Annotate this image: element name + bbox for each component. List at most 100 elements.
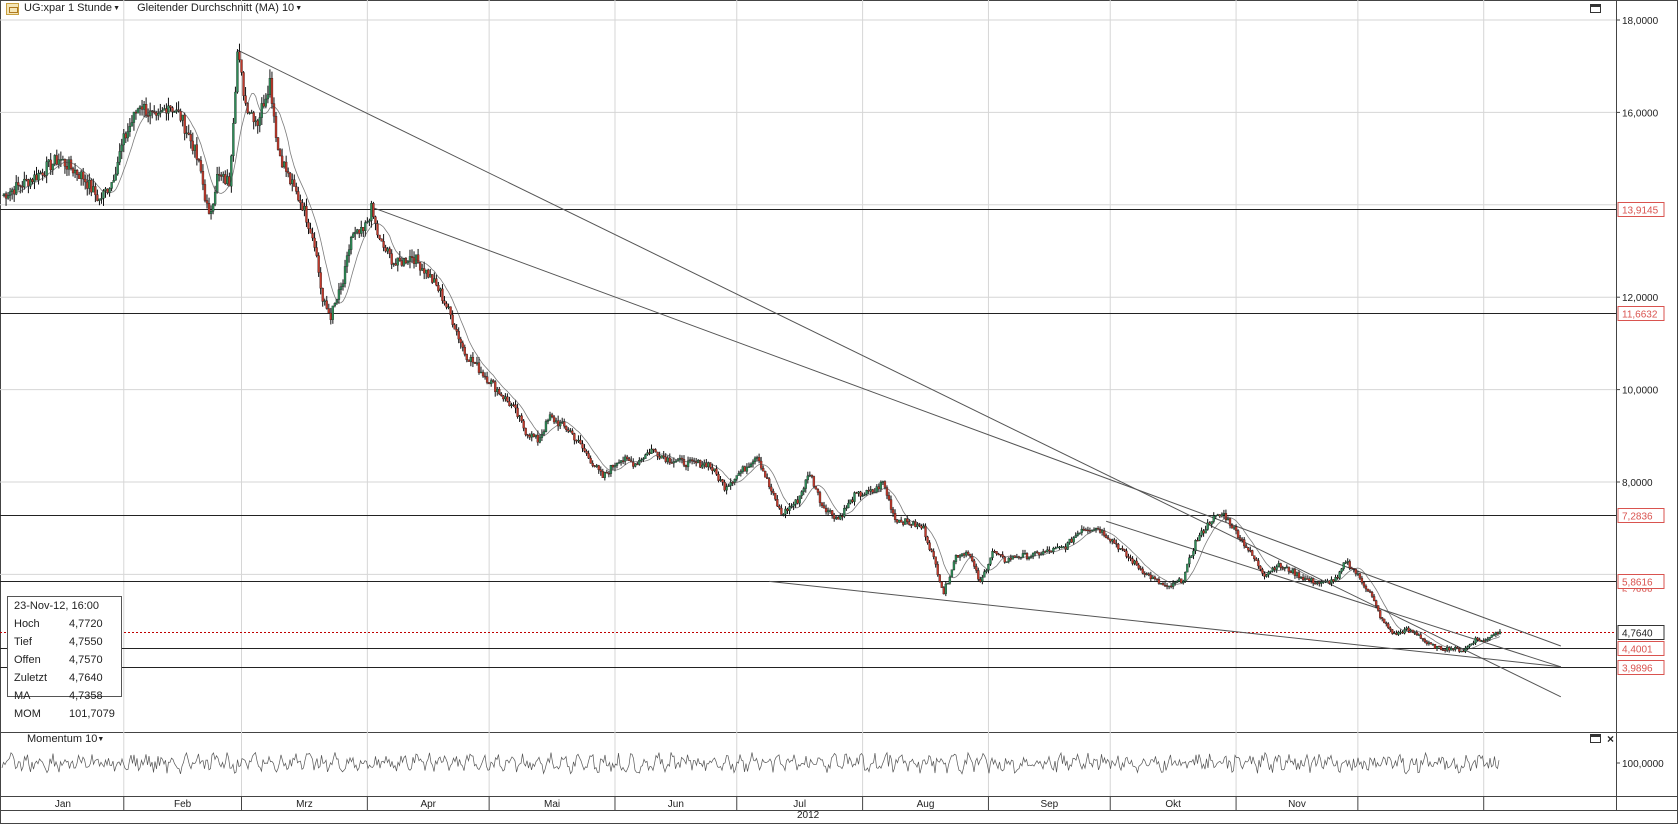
candle-up: [142, 104, 146, 110]
indicator-selector[interactable]: Gleitender Durchschnitt (MA) 10▼: [137, 2, 303, 14]
candle-down: [1208, 522, 1211, 525]
candle-up: [944, 583, 947, 595]
candle-up: [1460, 650, 1463, 653]
candle-up: [266, 94, 270, 100]
y-tick-label: 8,0000: [1622, 478, 1653, 489]
candle-up: [433, 278, 436, 283]
candle-up: [149, 110, 152, 116]
candle-up: [469, 357, 473, 362]
candle-up: [234, 91, 237, 124]
candle-up: [80, 171, 83, 179]
candle-down: [514, 404, 517, 409]
candle-down: [376, 223, 379, 236]
candle-up: [946, 583, 950, 585]
candle-up: [802, 488, 805, 492]
candle-up: [37, 173, 40, 181]
candle-down: [956, 555, 960, 558]
candle-up: [282, 161, 286, 168]
candle-up: [634, 463, 637, 467]
candle-up: [132, 111, 136, 123]
candle-up: [333, 302, 337, 307]
candle-up: [211, 203, 215, 212]
candle-up: [88, 179, 91, 189]
candle-up: [650, 448, 653, 454]
candle-up: [1468, 644, 1471, 647]
candle-down: [317, 255, 320, 273]
candle-down: [140, 106, 144, 110]
chart-logo-icon: [6, 3, 19, 15]
x-tick-label-jun: Jun: [668, 799, 684, 810]
y-tick-label: 18,0000: [1622, 16, 1659, 27]
candle-up: [230, 155, 233, 187]
candle-up: [128, 126, 132, 132]
momentum-maximize-icon[interactable]: [1590, 734, 1601, 743]
maximize-icon[interactable]: [1590, 4, 1601, 13]
momentum-panel-title[interactable]: Momentum 10▼: [27, 733, 105, 745]
candle-down: [1387, 623, 1390, 629]
candle-up: [1190, 555, 1193, 558]
candle-up: [349, 237, 353, 250]
candle-down: [607, 473, 611, 475]
candle-down: [1381, 617, 1384, 620]
candle-down: [593, 465, 596, 467]
candle-down: [295, 186, 298, 192]
candle-down: [35, 174, 38, 181]
candle-up: [1212, 515, 1215, 522]
candle-up: [226, 176, 229, 184]
candle-up: [646, 452, 649, 455]
candle-up: [39, 172, 42, 174]
candle-up: [1498, 631, 1502, 635]
candle-down: [1261, 569, 1264, 574]
candle-down: [187, 132, 190, 135]
candle-up: [1090, 530, 1094, 532]
candle-down: [573, 433, 576, 441]
candle-down: [1458, 648, 1461, 652]
candles: [2, 43, 1502, 654]
candle-up: [1058, 546, 1061, 549]
candle-up: [1393, 632, 1396, 635]
candle-up: [414, 254, 418, 264]
candle-down: [224, 174, 227, 184]
candle-up: [1470, 643, 1473, 646]
candle-down: [668, 457, 671, 463]
candle-up: [804, 479, 807, 489]
candle-up: [1220, 514, 1224, 517]
candle-down: [1129, 557, 1132, 559]
symbol-selector[interactable]: UG:xpar 1 Stunde▼: [24, 2, 120, 14]
momentum-dropdown-icon: ▼: [97, 736, 105, 743]
candle-down: [908, 521, 911, 525]
candle-up: [504, 396, 507, 400]
level-label-box: [1617, 641, 1665, 656]
momentum-close-icon[interactable]: ×: [1606, 732, 1614, 746]
candle-down: [321, 288, 324, 302]
candle-up: [751, 461, 755, 465]
candle-down: [1383, 618, 1386, 624]
candle-up: [92, 186, 95, 193]
candle-down: [786, 508, 789, 511]
candle-down: [1253, 555, 1256, 560]
candle-down: [575, 439, 578, 442]
candle-down: [889, 499, 893, 510]
candle-up: [425, 269, 428, 274]
candle-down: [1241, 539, 1244, 541]
candle-up: [1435, 646, 1439, 649]
candle-up: [447, 306, 450, 308]
candle-up: [250, 112, 253, 114]
candle-down: [962, 553, 966, 556]
candle-up: [1159, 583, 1163, 585]
candle-down: [327, 308, 330, 314]
candle-down: [205, 200, 209, 204]
candle-down: [975, 566, 978, 571]
candle-up: [1472, 642, 1475, 645]
candle-down: [1401, 631, 1404, 634]
candle-down: [311, 233, 314, 239]
candle-down: [662, 455, 665, 458]
candle-down: [757, 457, 761, 462]
candle-up: [1450, 648, 1453, 651]
candle-down: [1125, 550, 1128, 557]
candle-down: [552, 416, 556, 423]
candle-down: [453, 324, 456, 330]
crosshair-info-box: 23-Nov-12, 16:00 Hoch 4,7720 Tief 4,7550 O…: [7, 596, 122, 720]
candle-up: [1172, 582, 1175, 587]
level-label-4: 4,4001: [1617, 641, 1665, 656]
